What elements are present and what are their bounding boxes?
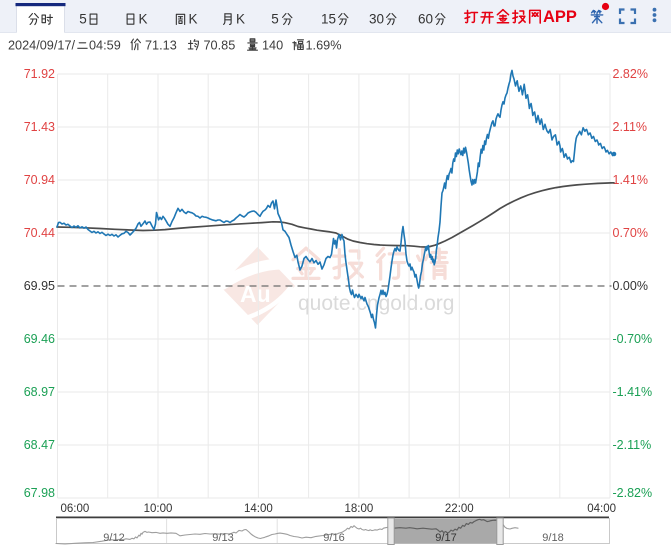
svg-text:71.43: 71.43 [24, 120, 55, 134]
svg-text:18:00: 18:00 [345, 503, 374, 515]
svg-text:70.94: 70.94 [24, 173, 55, 187]
svg-text:22:00: 22:00 [445, 503, 474, 515]
svg-text:0.70%: 0.70% [613, 226, 648, 240]
svg-text:68.97: 68.97 [24, 385, 55, 399]
svg-text:71.13: 71.13 [145, 38, 177, 52]
svg-text:67.98: 67.98 [24, 486, 55, 500]
svg-text:5: 5 [271, 12, 279, 27]
svg-text:1.69%: 1.69% [306, 38, 342, 52]
svg-text:68.47: 68.47 [24, 438, 55, 452]
svg-text:14:00: 14:00 [244, 503, 273, 515]
svg-text:9/17: 9/17 [435, 532, 456, 544]
svg-text:71.92: 71.92 [24, 67, 55, 81]
svg-text:04:59: 04:59 [89, 38, 121, 52]
svg-text:5: 5 [79, 12, 87, 27]
svg-text:04:00: 04:00 [587, 503, 616, 515]
svg-text:K: K [188, 12, 197, 27]
svg-text:140: 140 [262, 38, 283, 52]
svg-text:-2.11%: -2.11% [613, 438, 652, 452]
svg-text:15: 15 [321, 12, 336, 27]
svg-text:-0.70%: -0.70% [613, 332, 653, 346]
svg-text:K: K [138, 12, 147, 27]
svg-text:69.46: 69.46 [24, 332, 55, 346]
svg-text:0.00%: 0.00% [613, 279, 648, 293]
svg-text:60: 60 [418, 12, 433, 27]
svg-text:2024/09/17/: 2024/09/17/ [8, 38, 75, 52]
svg-text:69.95: 69.95 [24, 279, 55, 293]
svg-text:70.85: 70.85 [204, 38, 236, 52]
svg-text:30: 30 [369, 12, 384, 27]
svg-text:2.82%: 2.82% [613, 67, 648, 81]
svg-text:9/18: 9/18 [542, 532, 563, 544]
svg-text:1.41%: 1.41% [613, 173, 648, 187]
svg-text:2.11%: 2.11% [613, 120, 648, 134]
svg-text:70.44: 70.44 [24, 226, 55, 240]
svg-text:Au: Au [240, 281, 271, 307]
svg-text:9/13: 9/13 [212, 532, 233, 544]
svg-text:06:00: 06:00 [61, 503, 90, 515]
svg-text:APP: APP [543, 8, 577, 26]
svg-text:10:00: 10:00 [144, 503, 173, 515]
svg-text:K: K [236, 12, 245, 27]
svg-text:-2.82%: -2.82% [613, 486, 653, 500]
svg-text:-1.41%: -1.41% [613, 385, 653, 399]
svg-text:quote.cngold.org: quote.cngold.org [298, 292, 454, 315]
svg-text:9/16: 9/16 [323, 532, 344, 544]
svg-text:9/12: 9/12 [103, 532, 124, 544]
